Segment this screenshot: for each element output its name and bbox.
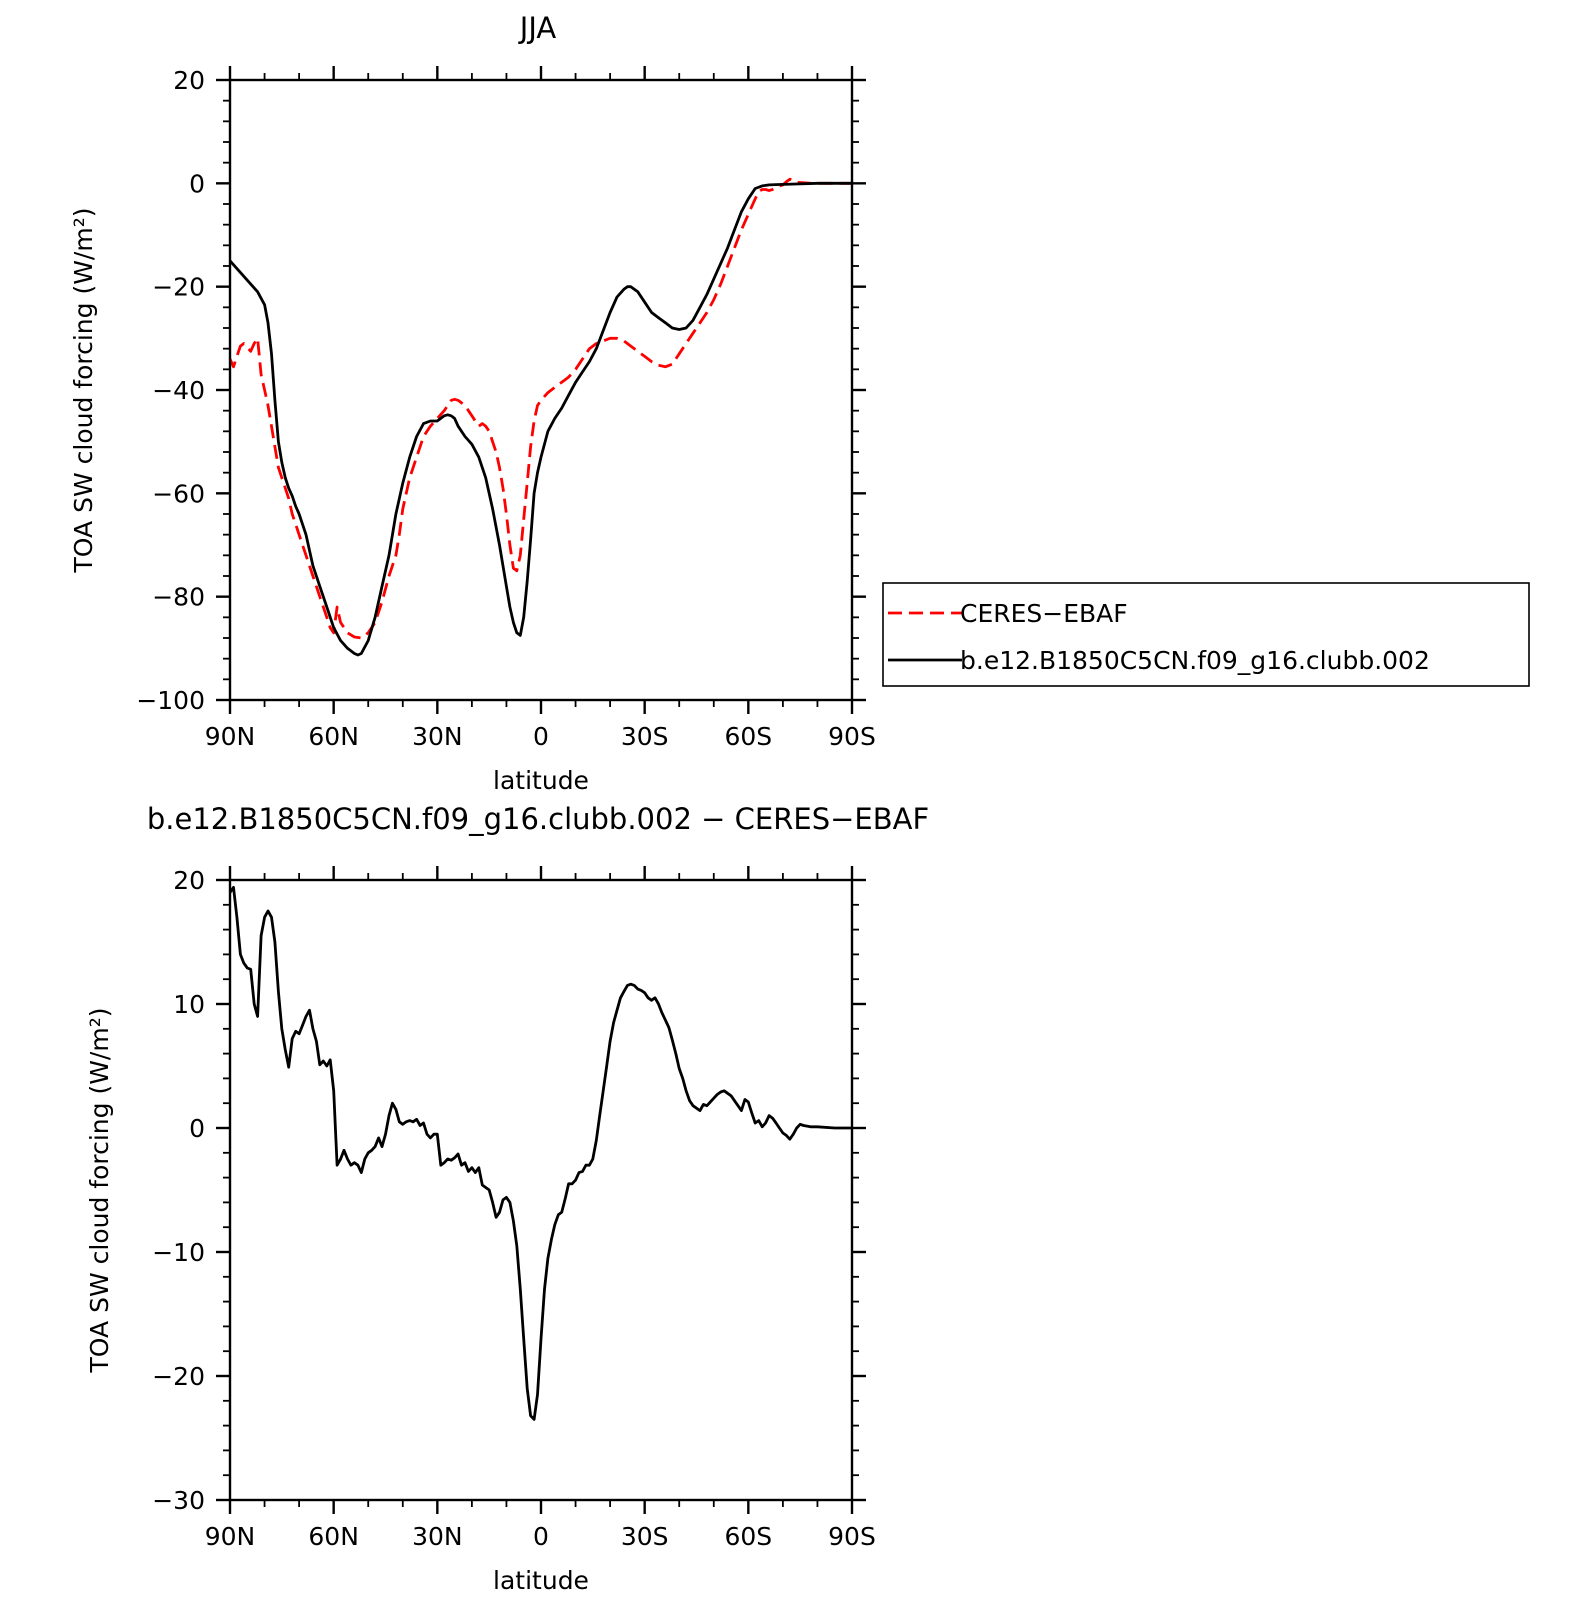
x-tick-label: 0 bbox=[533, 722, 549, 751]
x-tick-label: 30N bbox=[412, 722, 463, 751]
bottom-plot-frame bbox=[228, 878, 854, 1502]
legend-label-model: b.e12.B1850C5CN.f09_g16.clubb.002 bbox=[960, 646, 1430, 675]
bottom-axis-tick-labels: 90N 60N 30N 0 30S 60S 90S 20 10 0 −10 −20 −30 bbox=[152, 866, 876, 1551]
top-axis-tick-labels: 90N 60N 30N 0 30S 60S 90S 20 0 −20 −40 −60 −80 −100 bbox=[136, 66, 876, 751]
y-tick-label: −40 bbox=[152, 376, 205, 405]
x-tick-label: 30S bbox=[621, 1522, 669, 1551]
legend-label-ceres: CERES−EBAF bbox=[960, 599, 1128, 628]
difference-line bbox=[228, 886, 852, 1421]
x-tick-label: 30N bbox=[412, 1522, 463, 1551]
x-tick-label: 60S bbox=[724, 1522, 772, 1551]
legend: CERES−EBAF b.e12.B1850C5CN.f09_g16.clubb… bbox=[882, 582, 1530, 687]
x-tick-label: 90S bbox=[828, 722, 876, 751]
y-tick-label: 20 bbox=[173, 866, 205, 895]
bottom-series-group bbox=[228, 886, 852, 1421]
y-tick-label: 10 bbox=[173, 990, 205, 1019]
x-tick-label: 60S bbox=[724, 722, 772, 751]
x-tick-label: 90N bbox=[205, 722, 256, 751]
bottom-y-axis-label: TOA SW cloud forcing (W/m²) bbox=[85, 1008, 114, 1374]
top-chart-title: JJA bbox=[518, 11, 557, 45]
top-series-group bbox=[228, 177, 852, 657]
x-tick-label: 60N bbox=[308, 1522, 359, 1551]
top-panel: JJA 90N 60N 30N 0 30S 60S 90S 20 0 −20 −40 −60 −80 −1… bbox=[69, 11, 876, 795]
bottom-panel: b.e12.B1850C5CN.f09_g16.clubb.002 − CERE… bbox=[85, 802, 929, 1595]
y-tick-label: −80 bbox=[152, 583, 205, 612]
top-y-axis-label: TOA SW cloud forcing (W/m²) bbox=[69, 208, 98, 574]
top-plot-frame bbox=[228, 78, 854, 702]
y-tick-label: 0 bbox=[189, 1114, 205, 1143]
legend-box bbox=[882, 582, 1530, 687]
y-tick-label: −30 bbox=[152, 1486, 205, 1515]
x-tick-label: 30S bbox=[621, 722, 669, 751]
y-tick-label: −20 bbox=[152, 273, 205, 302]
y-tick-label: −20 bbox=[152, 1362, 205, 1391]
model-line bbox=[228, 181, 852, 657]
y-tick-label: −100 bbox=[136, 686, 205, 715]
bottom-chart-title: b.e12.B1850C5CN.f09_g16.clubb.002 − CERE… bbox=[147, 802, 929, 836]
bottom-x-axis-label: latitude bbox=[493, 1566, 589, 1595]
ceres-ebaf-line bbox=[228, 177, 852, 640]
x-tick-label: 0 bbox=[533, 1522, 549, 1551]
top-x-axis-label: latitude bbox=[493, 766, 589, 795]
y-tick-label: −10 bbox=[152, 1238, 205, 1267]
y-tick-label: −60 bbox=[152, 479, 205, 508]
y-tick-label: 20 bbox=[173, 66, 205, 95]
x-tick-label: 90N bbox=[205, 1522, 256, 1551]
y-tick-label: 0 bbox=[189, 169, 205, 198]
x-tick-label: 90S bbox=[828, 1522, 876, 1551]
x-tick-label: 60N bbox=[308, 722, 359, 751]
